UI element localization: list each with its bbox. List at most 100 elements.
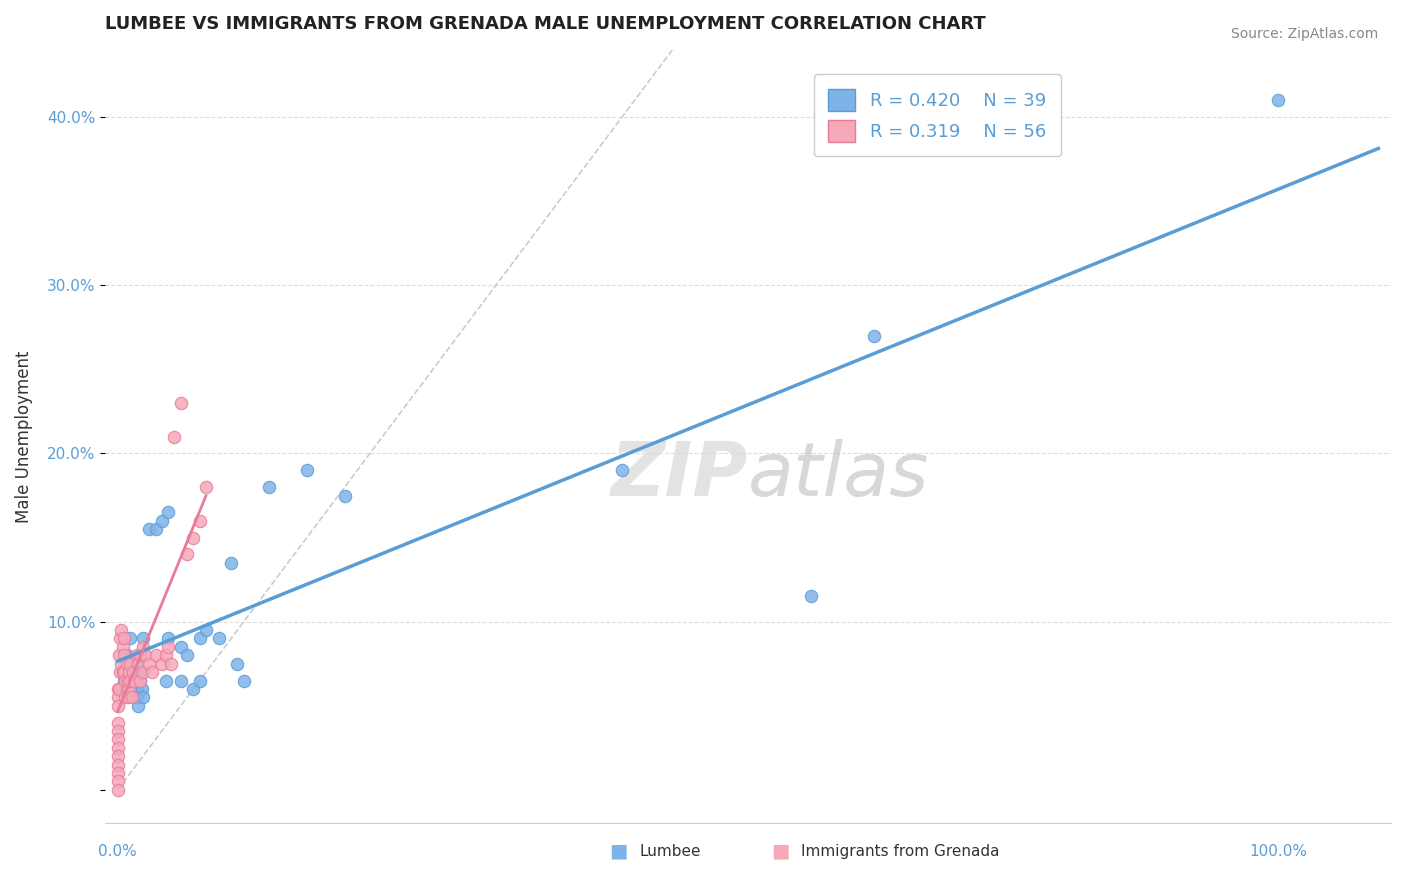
Text: ■: ■ bbox=[609, 841, 628, 860]
Point bbox=[129, 673, 152, 688]
Point bbox=[117, 690, 139, 705]
Point bbox=[107, 715, 129, 730]
Point bbox=[170, 640, 193, 654]
Point bbox=[157, 640, 180, 654]
Point bbox=[207, 632, 229, 646]
Point bbox=[112, 648, 135, 663]
Point bbox=[138, 522, 160, 536]
Point bbox=[125, 681, 148, 696]
Point bbox=[120, 665, 142, 679]
Point bbox=[232, 673, 254, 688]
Point bbox=[141, 665, 163, 679]
Text: Immigrants from Grenada: Immigrants from Grenada bbox=[801, 845, 1000, 859]
Point bbox=[110, 657, 132, 671]
Point bbox=[122, 673, 145, 688]
Point bbox=[112, 632, 135, 646]
Point bbox=[131, 681, 153, 696]
Point bbox=[121, 665, 143, 679]
Point bbox=[107, 740, 129, 755]
Text: Lumbee: Lumbee bbox=[640, 845, 702, 859]
Point bbox=[108, 681, 131, 696]
Point bbox=[132, 690, 155, 705]
Point bbox=[163, 430, 186, 444]
Point bbox=[132, 665, 155, 679]
Point bbox=[114, 690, 136, 705]
Point bbox=[110, 623, 132, 637]
Point bbox=[120, 632, 142, 646]
Point bbox=[134, 648, 156, 663]
Point bbox=[1267, 93, 1289, 107]
Point bbox=[125, 657, 148, 671]
Point bbox=[107, 757, 129, 772]
Point bbox=[107, 681, 129, 696]
Point bbox=[219, 556, 242, 570]
Text: Source: ZipAtlas.com: Source: ZipAtlas.com bbox=[1230, 27, 1378, 41]
Point bbox=[132, 632, 155, 646]
Legend: R = 0.420    N = 39, R = 0.319    N = 56: R = 0.420 N = 39, R = 0.319 N = 56 bbox=[814, 74, 1060, 156]
Point bbox=[150, 514, 173, 528]
Point bbox=[129, 648, 152, 663]
Point bbox=[111, 640, 134, 654]
Point bbox=[120, 673, 142, 688]
Point bbox=[800, 590, 823, 604]
Text: 100.0%: 100.0% bbox=[1250, 845, 1308, 859]
Point bbox=[117, 673, 139, 688]
Point bbox=[176, 548, 198, 562]
Point bbox=[183, 681, 205, 696]
Point bbox=[183, 531, 205, 545]
Point bbox=[132, 640, 155, 654]
Point bbox=[138, 657, 160, 671]
Point bbox=[111, 665, 134, 679]
Point bbox=[170, 673, 193, 688]
Point bbox=[125, 690, 148, 705]
Point bbox=[107, 774, 129, 789]
Point bbox=[157, 632, 180, 646]
Point bbox=[150, 657, 173, 671]
Point bbox=[610, 463, 633, 477]
Point bbox=[257, 480, 280, 494]
Point bbox=[122, 681, 145, 696]
Point bbox=[295, 463, 318, 477]
Point bbox=[107, 698, 129, 713]
Point bbox=[108, 648, 131, 663]
Point bbox=[157, 505, 180, 519]
Point bbox=[118, 665, 141, 679]
Point bbox=[125, 648, 148, 663]
Point bbox=[107, 723, 129, 738]
Point bbox=[112, 673, 135, 688]
Point bbox=[127, 657, 149, 671]
Point bbox=[863, 328, 886, 343]
Point bbox=[194, 623, 217, 637]
Point bbox=[155, 648, 177, 663]
Point bbox=[115, 657, 138, 671]
Point bbox=[115, 648, 138, 663]
Point bbox=[107, 749, 129, 764]
Point bbox=[226, 657, 249, 671]
Point bbox=[127, 698, 149, 713]
Point bbox=[112, 665, 135, 679]
Point bbox=[129, 665, 152, 679]
Point bbox=[176, 648, 198, 663]
Point bbox=[107, 782, 129, 797]
Point bbox=[159, 657, 181, 671]
Point bbox=[107, 690, 129, 705]
Point bbox=[114, 673, 136, 688]
Point bbox=[121, 690, 143, 705]
Text: ■: ■ bbox=[770, 841, 790, 860]
Point bbox=[333, 489, 356, 503]
Point bbox=[145, 522, 167, 536]
Y-axis label: Male Unemployment: Male Unemployment bbox=[15, 351, 32, 523]
Point bbox=[110, 665, 132, 679]
Text: 0.0%: 0.0% bbox=[98, 845, 138, 859]
Point bbox=[110, 632, 132, 646]
Point bbox=[129, 673, 152, 688]
Point bbox=[188, 632, 211, 646]
Point bbox=[145, 648, 167, 663]
Point bbox=[170, 396, 193, 410]
Text: ZIP: ZIP bbox=[610, 439, 748, 512]
Point bbox=[188, 514, 211, 528]
Point bbox=[194, 480, 217, 494]
Text: LUMBEE VS IMMIGRANTS FROM GRENADA MALE UNEMPLOYMENT CORRELATION CHART: LUMBEE VS IMMIGRANTS FROM GRENADA MALE U… bbox=[105, 15, 986, 33]
Point bbox=[120, 657, 142, 671]
Point bbox=[118, 681, 141, 696]
